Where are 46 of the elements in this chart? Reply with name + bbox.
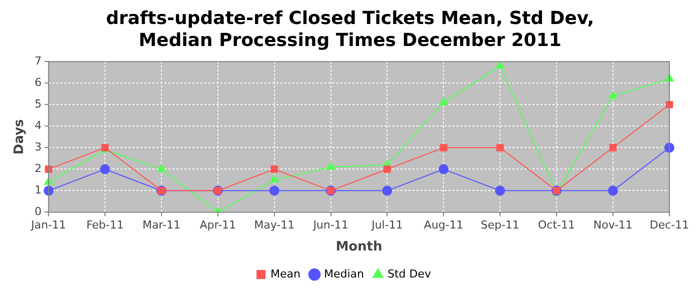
y-tick-label: 5: [34, 97, 42, 110]
point: [326, 162, 336, 170]
point: [609, 144, 617, 152]
y-tick-label: 7: [34, 54, 42, 68]
x-tick-label: Aug-11: [424, 218, 464, 232]
point: [269, 186, 280, 196]
x-tick-label: May-11: [254, 218, 295, 232]
x-tick-label: Sep-11: [480, 218, 520, 232]
x-tick-label: Jun-11: [312, 218, 348, 232]
y-tick-label: 2: [34, 162, 42, 176]
legend-label: Mean: [270, 267, 300, 280]
x-tick-label: Feb-11: [86, 218, 124, 232]
y-axis-title: Days: [12, 118, 28, 155]
y-tick-label: 4: [34, 119, 42, 132]
point: [440, 144, 448, 152]
point: [608, 91, 618, 99]
x-tick-label: Mar-11: [142, 218, 180, 232]
point: [157, 164, 166, 172]
x-tick-label: Nov-11: [593, 218, 633, 232]
point: [44, 165, 52, 173]
x-tick-label: Dec-11: [650, 218, 690, 232]
point: [438, 164, 449, 174]
point: [496, 62, 504, 69]
y-tick-label: 1: [34, 184, 42, 197]
x-tick-label: Apr-11: [200, 218, 236, 232]
legend-label: Std Dev: [387, 267, 432, 280]
point: [439, 97, 448, 106]
point: [382, 186, 392, 196]
point: [100, 164, 110, 174]
point: [495, 186, 506, 196]
x-tick-label: Oct-11: [538, 218, 576, 232]
legend-label: Median: [324, 267, 364, 280]
point: [44, 186, 54, 196]
y-tick-label: 0: [34, 205, 42, 218]
point: [384, 165, 391, 173]
point: [666, 100, 674, 108]
chart-title: drafts-update-ref Closed Tickets Mean, Std Dev, Median Processing Times December 2011: [104, 8, 596, 52]
x-tick-label: Jan-11: [30, 218, 66, 232]
y-tick-label: 3: [34, 140, 42, 154]
point: [270, 165, 278, 173]
x-tick-label: Jul-11: [370, 218, 403, 232]
y-tick-label: 6: [34, 76, 42, 89]
x-axis-title: Month: [336, 240, 382, 255]
point: [270, 174, 279, 183]
point: [608, 186, 618, 196]
point: [496, 144, 504, 152]
